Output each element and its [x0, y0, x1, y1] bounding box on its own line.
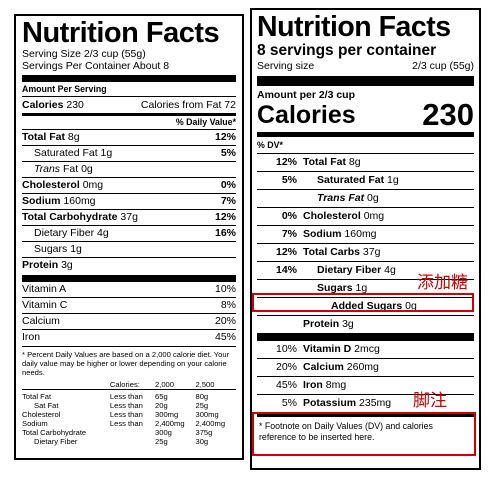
old-calories-label: Calories: [22, 99, 64, 111]
old-footnote: * Percent Daily Values are based on a 2,…: [22, 350, 230, 377]
added-sugars-note: 添加糖: [417, 273, 468, 293]
old-calories-value: 230: [66, 99, 84, 111]
old-vitamin-row: Vitamin C 8%: [22, 297, 236, 311]
old-vitamin-row: Calcium 20%: [22, 313, 236, 327]
new-serving-size-row: Serving size 2/3 cup (55g): [257, 60, 474, 72]
old-servings-per-container: Servings Per Container About 8: [22, 60, 170, 72]
old-nutrient-row: Trans Fat 0g: [22, 161, 236, 177]
old-nutrient-row: Total Carbohydrate 37g 12%: [22, 209, 236, 223]
new-nutrient-row: 14% Dietary Fiber 4g: [257, 261, 474, 279]
new-nutrient-row: Trans Fat 0g: [257, 189, 474, 207]
old-daily-value-header: % Daily Value*: [175, 117, 236, 127]
old-nutrient-row: Protein 3g: [22, 257, 236, 273]
old-nutrient-row: Dietary Fiber 4g 16%: [22, 225, 236, 241]
new-nutrient-row: Protein 3g: [257, 315, 474, 333]
new-vitamin-row: 5% Potassium 235mg: [257, 394, 474, 412]
old-label-title: Nutrition Facts: [22, 17, 220, 49]
old-nutrient-row: Saturated Fat 1g 5%: [22, 145, 236, 161]
new-vitamin-row: 20% Calcium 260mg: [257, 358, 474, 376]
old-nutrition-label: Nutrition Facts Serving Size 2/3 cup (55…: [14, 14, 244, 460]
new-label-title: Nutrition Facts: [257, 11, 451, 43]
new-footnote: * Footnote on Daily Values (DV) and calo…: [259, 421, 433, 442]
old-vitamin-row: Vitamin A 10%: [22, 283, 236, 295]
new-nutrient-row: 12% Total Fat 8g: [257, 153, 474, 171]
new-amount-per: Amount per 2/3 cup: [257, 89, 356, 101]
old-calories-row: Calories 230 Calories from Fat 72: [22, 96, 236, 113]
new-servings-per-container: 8 servings per container: [257, 42, 437, 59]
new-nutrient-row: 5% Saturated Fat 1g: [257, 171, 474, 189]
new-nutrition-label: Nutrition Facts 8 servings per container…: [250, 8, 481, 470]
footnote-highlight-box: [252, 412, 476, 456]
new-calories-row: Calories 230: [257, 97, 474, 132]
footnote-note: 脚注: [413, 391, 447, 411]
new-calories-label: Calories: [257, 101, 356, 129]
old-vitamin-row: Iron 45%: [22, 329, 236, 343]
old-calories-from-fat: Calories from Fat 72: [140, 99, 236, 111]
old-nutrient-row: Total Fat 8g 12%: [22, 129, 236, 143]
new-dv-header: % DV*: [257, 140, 283, 150]
new-calories-value: 230: [422, 97, 474, 132]
old-amount-per-serving: Amount Per Serving: [22, 84, 107, 94]
new-vitamin-row: 45% Iron 8mg: [257, 376, 474, 394]
old-serving-size: Serving Size 2/3 cup (55g): [22, 48, 146, 60]
new-vitamin-row: 10% Vitamin D 2mcg: [275, 343, 380, 355]
new-nutrient-row-added-sugars: Added Sugars 0g: [257, 297, 474, 315]
old-nutrient-row: Sugars 1g: [22, 241, 236, 257]
new-nutrient-row: 0% Cholesterol 0mg: [257, 207, 474, 225]
new-nutrient-row: 12% Total Carbs 37g: [257, 243, 474, 261]
added-sugars-highlight-box: [252, 293, 474, 312]
old-nutrient-row: Cholesterol 0mg 0%: [22, 177, 236, 191]
new-nutrient-row: Sugars 1g: [257, 279, 474, 297]
old-footnote-table: Calories: 2,000 2,500 Total Fat Less than…: [22, 380, 236, 446]
old-nutrient-row: Sodium 160mg 7%: [22, 193, 236, 207]
new-nutrient-row: 7% Sodium 160mg: [257, 225, 474, 243]
